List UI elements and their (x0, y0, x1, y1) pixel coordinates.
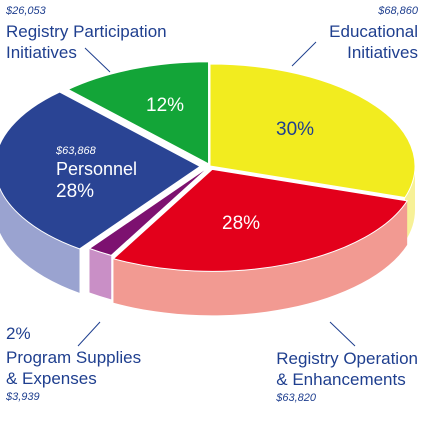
name-operation-line2: & Enhancements (276, 370, 406, 389)
label-supplies: 2% Program Supplies & Expenses $3,939 (6, 325, 141, 403)
label-participation: $26,053 Registry Participation Initiativ… (6, 5, 167, 62)
name-supplies-line1: Program Supplies (6, 348, 142, 367)
name-personnel: Personnel (56, 159, 138, 179)
percent-supplies: 2% (6, 324, 31, 343)
percent-educational: 30% (276, 119, 315, 140)
pie-side-2 (89, 248, 112, 300)
percent-participation: 12% (146, 95, 185, 116)
pie-tops (0, 61, 416, 272)
pie-side-3 (0, 188, 80, 293)
name-supplies-line2: & Expenses (6, 369, 97, 388)
pie-slice-1 (112, 168, 409, 272)
percent-personnel: 28% (56, 181, 95, 202)
name-operation-line1: Registry Operation (276, 349, 418, 368)
label-educational: $68,860 Educational Initiatives (329, 5, 418, 62)
pie-slice-3 (0, 91, 201, 250)
leader-line-participation (84, 47, 111, 73)
pie-slice-0 (209, 63, 416, 199)
leader-line-supplies (77, 321, 101, 347)
percent-operation: 28% (222, 213, 261, 234)
name-participation-line2: Initiatives (6, 43, 77, 62)
pie-slice-4 (67, 61, 210, 165)
amount-operation: $63,820 (276, 392, 317, 404)
amount-educational: $68,860 (378, 5, 418, 17)
pie-side-0 (404, 166, 415, 242)
pie-slice-2 (88, 165, 211, 256)
leader-line-educational (291, 41, 317, 67)
name-educational-line2: Initiatives (347, 43, 418, 62)
amount-participation: $26,053 (6, 5, 46, 17)
pie-side-1 (113, 200, 408, 316)
leader-line-operation (329, 321, 356, 347)
label-operation: Registry Operation & Enhancements $63,82… (276, 350, 418, 404)
leader-lines (77, 41, 356, 347)
name-participation-line1: Registry Participation (6, 22, 167, 41)
amount-supplies: $3,939 (6, 391, 40, 403)
name-educational-line1: Educational (329, 22, 418, 41)
amount-personnel: $63,868 (56, 145, 96, 157)
